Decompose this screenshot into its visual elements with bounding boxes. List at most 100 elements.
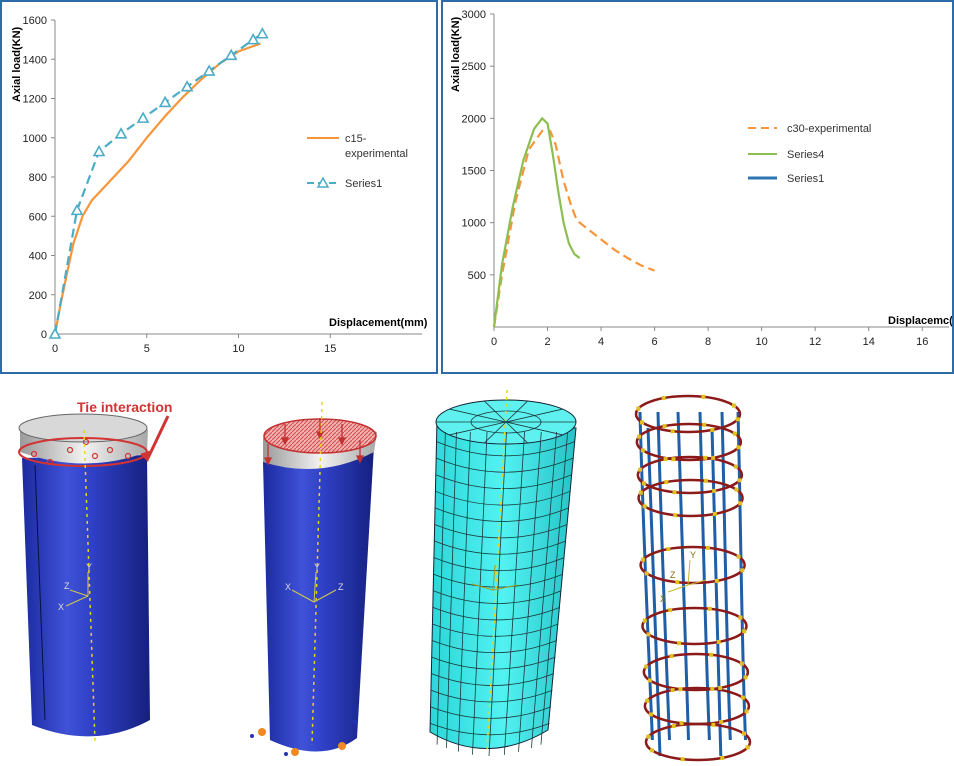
- connector-node: [673, 513, 678, 518]
- data-point-marker: [202, 64, 216, 76]
- connector-node: [719, 719, 724, 724]
- connector-node: [677, 641, 682, 646]
- axis-y-1: Y: [86, 562, 92, 572]
- connector-node: [741, 731, 746, 736]
- x-axis-label: Displacemc(: [888, 315, 952, 327]
- connector-node: [736, 445, 741, 450]
- data-point-marker: [255, 27, 269, 39]
- stirrup-ring: [644, 722, 752, 762]
- y-tick-label: 1200: [23, 94, 47, 106]
- tie-arrowhead: [140, 450, 152, 462]
- stirrups: [634, 394, 752, 762]
- axis-x-2: X: [285, 582, 291, 592]
- y-axis-label: Axial load(KN): [450, 16, 462, 92]
- x-tick-label: 12: [809, 336, 821, 348]
- connector-node: [668, 608, 673, 613]
- legend-c30: c30-experimental Series4 Series1: [748, 123, 871, 185]
- connector-node: [648, 712, 653, 717]
- connector-node: [711, 455, 716, 460]
- chart-c30: 0 2 4 6 8 10 12 14 16 500 1000 1500 2000 2500 3000 Axi…: [450, 9, 953, 348]
- connector-node: [661, 396, 666, 401]
- axis-triad-1: [65, 572, 89, 607]
- connector-node: [732, 431, 737, 436]
- connector-node: [740, 568, 745, 573]
- connector-node: [672, 490, 677, 495]
- connector-node: [734, 487, 739, 492]
- x-axis-label: Displacement(mm): [329, 317, 428, 329]
- data-point-marker: [224, 48, 238, 61]
- connector-node: [640, 557, 645, 562]
- connector-node: [663, 457, 668, 462]
- load-arrows-icon: [263, 418, 365, 466]
- connector-node: [636, 406, 641, 411]
- chart-panel-c15: 0 5 10 15 0 200 400 600 800 1000 1200 1400 1600 Axia…: [0, 0, 438, 374]
- connector-node: [641, 481, 646, 486]
- centerline-3: [486, 389, 508, 753]
- connector-node: [638, 467, 643, 472]
- connector-node: [642, 618, 647, 623]
- centerline-1: [83, 429, 96, 743]
- series-line-c15-experimental: [53, 42, 261, 335]
- data-point-marker: [246, 32, 260, 45]
- stirrup-ring: [635, 422, 743, 462]
- y-tick-label: 1600: [23, 15, 47, 27]
- connector-node: [644, 664, 649, 669]
- y-tick-label: 0: [41, 329, 47, 341]
- y-tick-label: 1400: [23, 54, 47, 66]
- series-line-c30-experimental: [492, 129, 655, 328]
- legend-label-series1: Series1: [345, 178, 382, 190]
- x-tick-label: 5: [144, 343, 150, 355]
- y-tick-label: 3000: [462, 9, 486, 21]
- connector-node: [735, 417, 740, 422]
- tie-markers: [30, 438, 132, 466]
- connector-node: [714, 578, 719, 583]
- y-axis-label: Axial load(KN): [11, 26, 23, 102]
- x-tick-label: 4: [598, 336, 604, 348]
- connector-node: [675, 580, 680, 585]
- y-tick-label: 1000: [462, 218, 486, 230]
- connector-node: [647, 678, 652, 683]
- support-icons: [250, 720, 357, 756]
- axis-x-4: X: [660, 594, 666, 604]
- stirrup-ring: [643, 686, 751, 726]
- connector-node: [710, 686, 715, 691]
- data-point-marker: [180, 80, 194, 92]
- connector-node: [671, 724, 676, 729]
- longitudinal-bar: [656, 411, 671, 741]
- x-tick-label: 10: [232, 343, 244, 355]
- axis-triad-4: [667, 559, 707, 593]
- column-edge-1: [34, 464, 46, 721]
- chart-c15: 0 5 10 15 0 200 400 600 800 1000 1200 1400 1600 Axia…: [11, 15, 428, 355]
- connector-node: [733, 464, 738, 469]
- data-point-marker: [158, 95, 172, 108]
- connector-node: [640, 448, 645, 453]
- connector-node: [679, 721, 684, 726]
- connector-node: [712, 488, 717, 493]
- connector-node: [718, 685, 723, 690]
- connector-node: [678, 687, 683, 692]
- longitudinal-bar: [710, 427, 723, 757]
- y-tick-label: 2000: [462, 113, 486, 125]
- connector-node: [716, 639, 721, 644]
- axis-y-2: Y: [314, 562, 320, 572]
- connector-node: [638, 490, 643, 495]
- x-tick-label: 10: [756, 336, 768, 348]
- stirrup-ring: [641, 606, 748, 646]
- connector-node: [680, 757, 685, 762]
- connector-node: [743, 675, 748, 680]
- connector-node: [701, 394, 706, 399]
- y-tick-label: 500: [468, 270, 486, 282]
- stirrup-ring: [637, 478, 744, 518]
- connector-node: [711, 722, 716, 727]
- connector-node: [703, 455, 708, 460]
- connector-node: [738, 615, 743, 620]
- connector-node: [702, 422, 707, 427]
- connector-node: [670, 429, 675, 434]
- connector-node: [705, 545, 710, 550]
- connector-node: [707, 606, 712, 611]
- data-point-marker: [136, 111, 150, 123]
- legend-label-c30-experimental: c30-experimental: [787, 123, 871, 135]
- x-tick-label: 15: [324, 343, 336, 355]
- connector-node: [669, 654, 674, 659]
- axis-triad-2: [291, 571, 337, 603]
